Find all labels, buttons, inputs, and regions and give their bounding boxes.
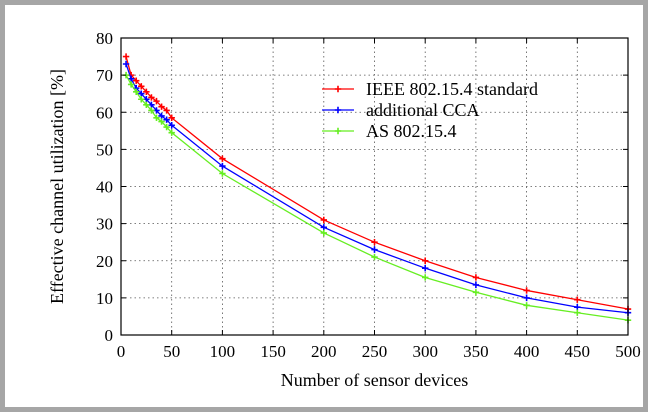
- x-tick-label: 150: [260, 342, 286, 361]
- data-point: [153, 114, 160, 122]
- y-axis-label: Effective channel utilization [%]: [47, 69, 67, 304]
- data-point: [371, 246, 378, 253]
- y-tick-label: 70: [96, 66, 113, 85]
- data-point: [168, 114, 175, 122]
- data-point: [158, 118, 165, 125]
- data-point: [422, 257, 429, 264]
- legend-marker: [334, 106, 342, 114]
- data-point: [472, 289, 480, 296]
- data-point: [122, 53, 130, 60]
- data-point: [148, 94, 155, 101]
- data-point: [138, 90, 145, 97]
- data-point: [422, 264, 429, 272]
- y-tick-label: 0: [105, 326, 114, 345]
- data-point: [422, 274, 429, 281]
- data-point: [163, 107, 170, 114]
- x-tick-label: 0: [117, 342, 126, 361]
- data-point: [158, 103, 165, 110]
- x-tick-label: 450: [565, 342, 591, 361]
- tick-layer: 0 10 20 30 40 50 60 70 80 0 50 100 150 200 250 300 350 40…: [96, 29, 641, 361]
- data-point: [122, 60, 130, 68]
- series-line: [125, 63, 629, 314]
- data-point: [219, 170, 226, 177]
- data-point: [472, 281, 480, 289]
- data-point: [523, 294, 530, 302]
- data-point: [163, 123, 170, 131]
- y-tick-label: 10: [96, 289, 113, 308]
- data-point: [168, 129, 175, 136]
- legend-marker: [334, 85, 342, 93]
- data-point: [574, 296, 581, 303]
- x-tick-label: 350: [463, 342, 489, 361]
- data-point: [153, 97, 160, 105]
- data-point: [219, 162, 226, 170]
- data-point: [163, 116, 170, 123]
- series-line: [125, 56, 629, 310]
- x-tick-label: 100: [210, 342, 236, 361]
- legend-label: IEEE 802.15.4 standard: [366, 79, 538, 99]
- data-point: [127, 75, 135, 83]
- data-point: [219, 155, 226, 162]
- data-point: [574, 303, 581, 311]
- series-1: [122, 60, 632, 316]
- data-point: [138, 96, 145, 103]
- data-point: [320, 224, 327, 231]
- series-2: [122, 71, 632, 324]
- data-point: [143, 88, 150, 96]
- y-tick-label: 30: [96, 215, 113, 234]
- x-tick-label: 250: [362, 342, 388, 361]
- legend-item: additional CCA: [322, 100, 480, 120]
- data-point: [320, 216, 327, 224]
- data-point: [523, 302, 530, 309]
- y-tick-label: 20: [96, 252, 113, 271]
- legend-marker: [334, 127, 342, 135]
- data-point: [523, 287, 530, 294]
- legend-item: IEEE 802.15.4 standard: [322, 79, 538, 99]
- y-tick-label: 60: [96, 103, 113, 122]
- x-tick-label: 300: [412, 342, 438, 361]
- x-tick-label: 50: [163, 342, 180, 361]
- data-point: [158, 112, 165, 120]
- x-tick-label: 500: [615, 342, 641, 361]
- data-point: [371, 253, 378, 261]
- data-point: [574, 309, 581, 316]
- y-tick-label: 40: [96, 178, 113, 197]
- data-point: [133, 88, 140, 96]
- legend-label: AS 802.15.4: [366, 121, 457, 141]
- x-tick-label: 400: [514, 342, 540, 361]
- data-point: [133, 77, 140, 84]
- data-point: [168, 122, 175, 129]
- y-tick-label: 80: [96, 29, 113, 48]
- series-line: [125, 74, 629, 321]
- data-point: [127, 81, 135, 88]
- x-tick-label: 200: [311, 342, 337, 361]
- series-layer: [122, 53, 632, 324]
- x-axis-label: Number of sensor devices: [281, 370, 468, 390]
- data-point: [138, 83, 145, 90]
- legend-item: AS 802.15.4: [322, 121, 457, 141]
- data-point: [371, 238, 378, 246]
- data-point: [143, 101, 150, 109]
- legend-label: additional CCA: [366, 100, 480, 120]
- data-point: [148, 107, 155, 114]
- series-0: [122, 53, 632, 313]
- data-point: [472, 274, 480, 281]
- y-tick-label: 50: [96, 140, 113, 159]
- data-point: [320, 229, 327, 237]
